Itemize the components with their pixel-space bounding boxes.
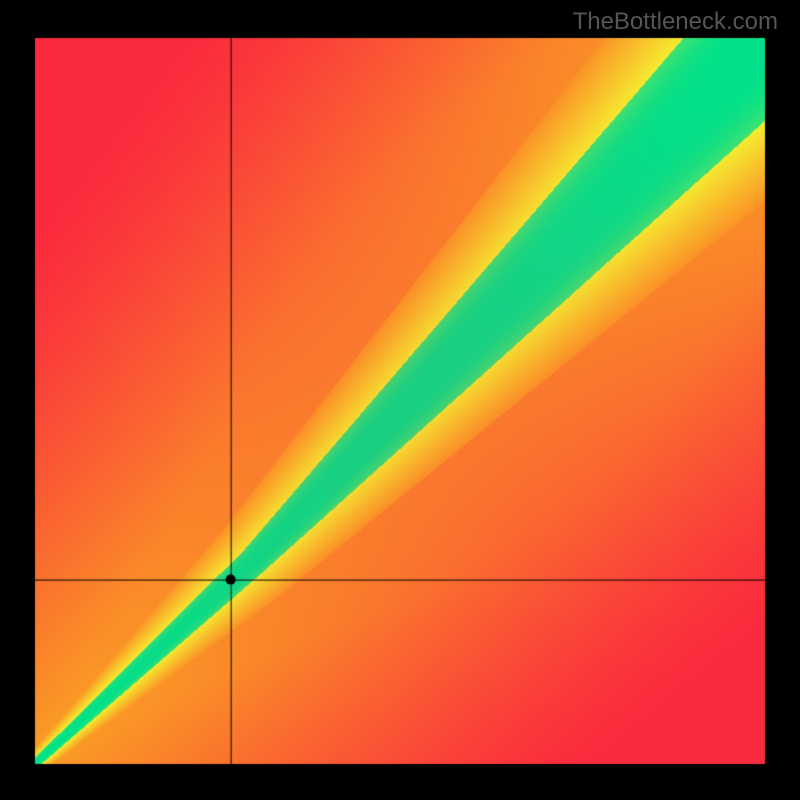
chart-container: TheBottleneck.com xyxy=(0,0,800,800)
attribution-text: TheBottleneck.com xyxy=(573,8,778,36)
heatmap-canvas xyxy=(0,0,800,800)
